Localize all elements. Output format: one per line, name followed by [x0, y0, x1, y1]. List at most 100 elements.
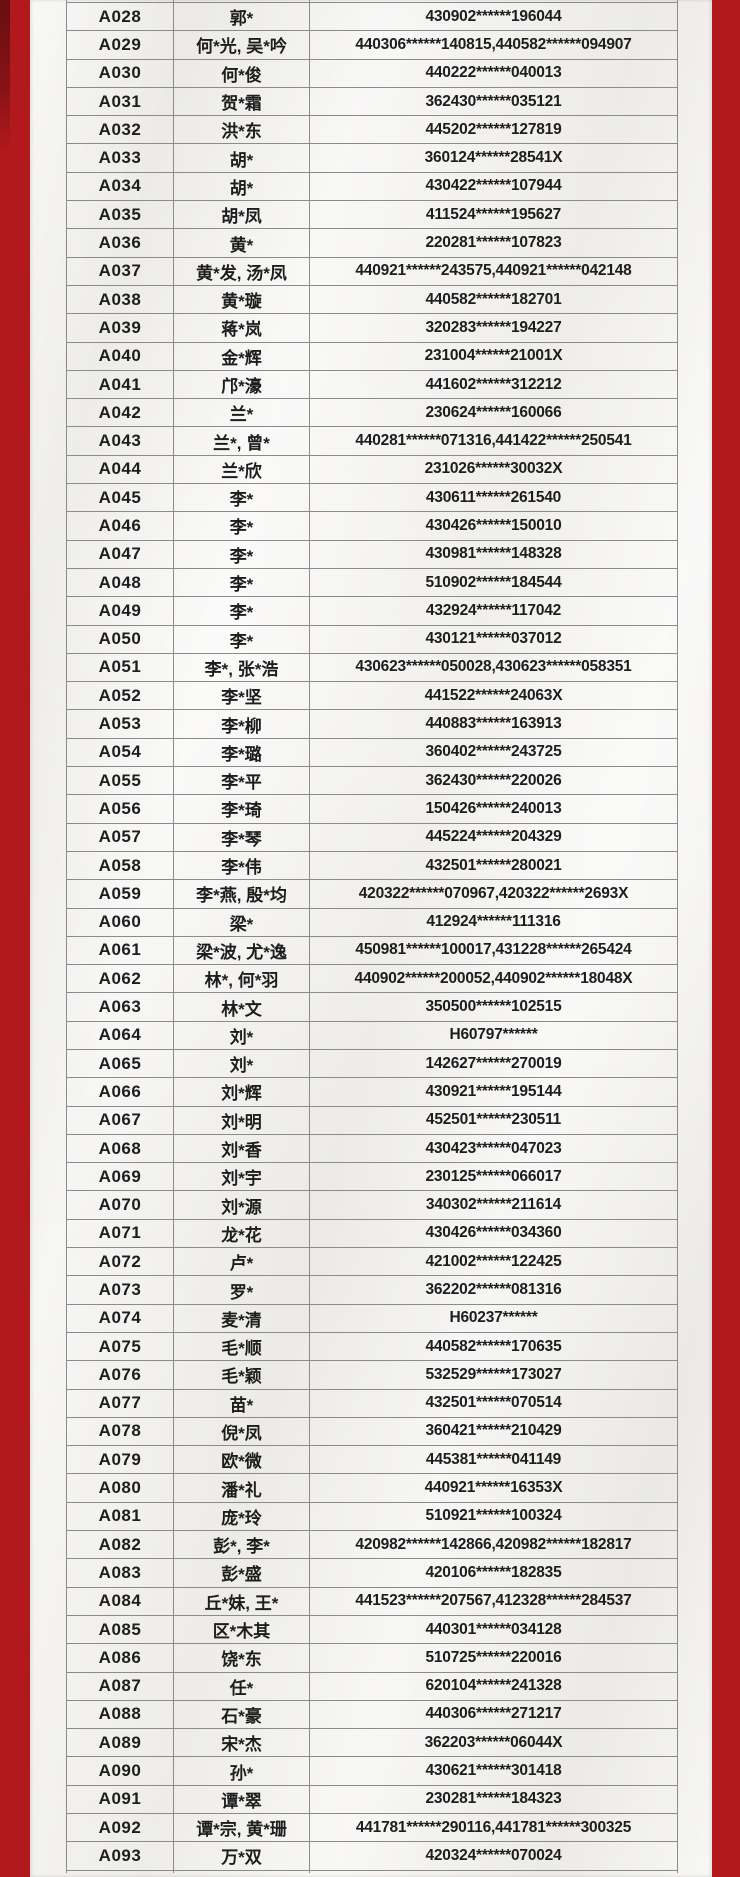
winner-name-cell: 李* — [173, 511, 310, 541]
winner-name-cell: 梁* — [173, 907, 310, 937]
table-row: A050 李* 430121******037012 — [66, 624, 678, 654]
winner-code-cell: A075 — [66, 1331, 174, 1362]
winner-name-cell: 石*豪 — [173, 1699, 310, 1730]
winner-name-cell: 毛*颖 — [173, 1360, 310, 1390]
winner-name-cell: 何*俊 — [173, 58, 310, 88]
winner-name-cell: 李* — [173, 539, 310, 569]
table-row: A075 毛*顺 440582******170635 — [66, 1331, 678, 1362]
winner-name-cell: 刘*源 — [173, 1190, 310, 1220]
winner-code-cell: A065 — [66, 1048, 174, 1079]
table-row: A064 刘* H60797****** — [66, 1020, 678, 1050]
table-row: A056 李*琦 150426******240013 — [66, 794, 678, 824]
table-row: A033 胡* 360124******28541X — [66, 143, 678, 173]
winner-id-cell: 441523******207567,412328******284537 — [309, 1586, 678, 1616]
winner-code-cell: A084 — [66, 1586, 174, 1616]
winner-name-cell: 毛*顺 — [173, 1331, 310, 1362]
winner-name-cell: 贺*霜 — [173, 86, 310, 117]
table-row: A037 黄*发, 汤*凤 440921******243575,440921*… — [66, 256, 678, 286]
table-row: A041 邝*濠 441602******312212 — [66, 369, 678, 400]
winner-name-cell: 何*光, 吴*吟 — [173, 30, 310, 60]
winner-code-cell: A061 — [66, 935, 174, 966]
winner-code-cell: A051 — [66, 652, 174, 683]
winner-code-cell: A066 — [66, 1077, 174, 1107]
table-row: A083 彭*盛 420106******182835 — [66, 1558, 678, 1588]
winner-id-cell: 430422******107944 — [309, 171, 678, 202]
winner-id-cell: 510921******100324 — [309, 1501, 678, 1532]
table-row: A055 李*平 362430******220026 — [66, 766, 678, 796]
paper-fold-shadow — [0, 0, 10, 160]
winner-name-cell: 丘*妹, 王* — [173, 1586, 310, 1616]
winner-code-cell: A079 — [66, 1445, 174, 1475]
winner-code-cell: A049 — [66, 596, 174, 626]
winner-code-cell: A067 — [66, 1105, 174, 1135]
table-row: A042 兰* 230624******160066 — [66, 398, 678, 428]
table-row: A065 刘* 142627******270019 — [66, 1048, 678, 1079]
winner-id-cell: 450981******100017,431228******265424 — [309, 935, 678, 966]
winner-id-cell: 440582******170635 — [309, 1331, 678, 1362]
table-row: A087 任* 620104******241328 — [66, 1671, 678, 1701]
winner-name-cell: 饶*东 — [173, 1643, 310, 1673]
winner-code-cell: A088 — [66, 1699, 174, 1730]
winner-id-cell: 362430******220026 — [309, 766, 678, 796]
winner-code-cell: A038 — [66, 284, 174, 315]
winner-name-cell: 谭*翠 — [173, 1784, 310, 1815]
winner-code-cell: A032 — [66, 115, 174, 145]
table-row: A034 胡* 430422******107944 — [66, 171, 678, 202]
table-row: A044 兰*欣 231026******30032X — [66, 454, 678, 485]
winner-code-cell: A048 — [66, 567, 174, 598]
winner-code-cell — [66, 1870, 174, 1873]
winner-name-cell: 刘*香 — [173, 1133, 310, 1164]
winner-name-cell: 欧*微 — [173, 1445, 310, 1475]
winner-name-cell: 李*坚 — [173, 681, 310, 711]
winner-id-cell: 430623******050028,430623******058351 — [309, 652, 678, 683]
winner-id-cell: 142627******270019 — [309, 1048, 678, 1079]
winner-name-cell: 李*璐 — [173, 737, 310, 768]
winner-id-cell: 452501******230511 — [309, 1105, 678, 1135]
winner-code-cell: A030 — [66, 58, 174, 88]
winner-code-cell: A074 — [66, 1303, 174, 1333]
winner-code-cell: A047 — [66, 539, 174, 569]
winner-code-cell: A080 — [66, 1473, 174, 1503]
table-row: A093 万*双 420324******070024 — [66, 1841, 678, 1871]
winner-id-cell: 440306******271217 — [309, 1699, 678, 1730]
winner-id-cell: 440921******243575,440921******042148 — [309, 256, 678, 286]
table-row: A078 倪*凤 360421******210429 — [66, 1416, 678, 1447]
winner-name-cell: 林*, 何*羽 — [173, 964, 310, 994]
winner-id-cell: 430121******037012 — [309, 624, 678, 654]
winner-id-cell: 421002******122425 — [309, 1247, 678, 1277]
winner-code-cell: A040 — [66, 341, 174, 371]
winner-id-cell: 230624******160066 — [309, 398, 678, 428]
table-row: A054 李*璐 360402******243725 — [66, 737, 678, 768]
winner-code-cell: A086 — [66, 1643, 174, 1673]
winner-id-cell: 411524******195627 — [309, 200, 678, 230]
winner-table: A028 郭* 430902******196044 A029 何*光, 吴*吟… — [66, 0, 678, 1873]
winner-name-cell: 庞*玲 — [173, 1501, 310, 1532]
winner-name-cell: 宋*杰 — [173, 1728, 310, 1758]
winner-id-cell: 430902******196044 — [309, 1, 678, 32]
table-row: A072 卢* 421002******122425 — [66, 1247, 678, 1277]
winner-id-cell: 362430******035121 — [309, 86, 678, 117]
table-row: A062 林*, 何*羽 440902******200052,440902**… — [66, 964, 678, 994]
winner-id-cell: 440582******182701 — [309, 284, 678, 315]
table-row: A089 宋*杰 362203******06044X — [66, 1728, 678, 1758]
winner-name-cell: 梁*波, 尤*逸 — [173, 935, 310, 966]
left-red-border — [0, 0, 30, 1877]
winner-id-cell: 360124******28541X — [309, 143, 678, 173]
winner-code-cell: A059 — [66, 879, 174, 909]
winner-code-cell: A062 — [66, 964, 174, 994]
winner-code-cell: A091 — [66, 1784, 174, 1815]
winner-id-cell — [309, 1870, 678, 1873]
winner-id-cell: 430426******150010 — [309, 511, 678, 541]
winner-code-cell: A089 — [66, 1728, 174, 1758]
winner-name-cell: 万*双 — [173, 1841, 310, 1871]
table-row: A079 欧*微 445381******041149 — [66, 1445, 678, 1475]
table-row: A069 刘*宇 230125******066017 — [66, 1162, 678, 1192]
table-row: A085 区*木其 440301******034128 — [66, 1614, 678, 1645]
table-row: A040 金*辉 231004******21001X — [66, 341, 678, 371]
winner-id-cell: 420324******070024 — [309, 1841, 678, 1871]
winner-id-cell: 510902******184544 — [309, 567, 678, 598]
table-row: A070 刘*源 340302******211614 — [66, 1190, 678, 1220]
winner-code-cell: A056 — [66, 794, 174, 824]
winner-id-cell: 420106******182835 — [309, 1558, 678, 1588]
winner-code-cell: A063 — [66, 992, 174, 1022]
